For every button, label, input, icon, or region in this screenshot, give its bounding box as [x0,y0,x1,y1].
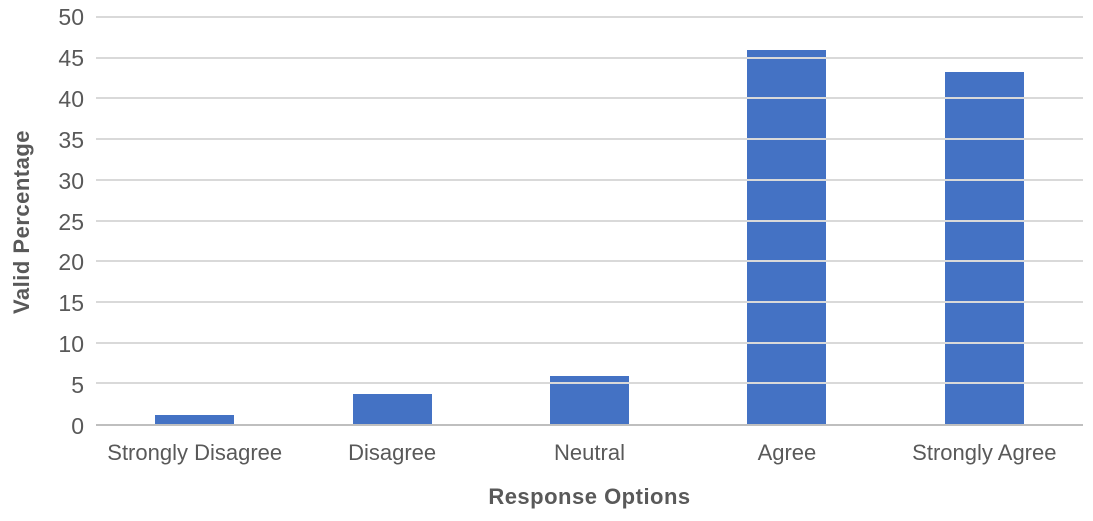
gridline [96,219,1083,222]
bar-slot [688,17,885,424]
bar-slot [886,17,1083,424]
plot-area [96,16,1083,426]
bar-slot [293,17,490,424]
y-tick-label: 30 [58,167,84,194]
x-axis-category-labels: Strongly Disagree Disagree Neutral Agree Str… [96,440,1083,466]
gridline [96,382,1083,385]
bar-strongly-disagree [155,415,235,424]
gridline [96,178,1083,181]
x-axis-title: Response Options [488,484,691,509]
x-category-label: Disagree [348,440,437,465]
bars-layer [96,17,1083,424]
y-axis-tick-labels: 0 5 10 15 20 25 30 35 40 45 50 [0,5,84,438]
gridline [96,341,1083,344]
gridline [96,300,1083,303]
y-tick-label: 20 [58,249,84,276]
y-tick-label: 25 [58,208,84,235]
gridline [96,138,1083,141]
gridline [96,97,1083,100]
y-tick-label: 10 [58,331,84,358]
x-category-label: Strongly Disagree [107,440,283,465]
bar-disagree [352,393,432,424]
gridline [96,260,1083,263]
bar-agree [747,49,827,424]
x-category-label: Strongly Agree [912,440,1057,465]
gridline [96,16,1083,18]
x-category-label: Neutral [554,440,625,465]
gridline [96,56,1083,59]
y-tick-label: 0 [71,413,84,439]
y-tick-label: 5 [71,372,84,399]
y-tick-label: 40 [58,85,84,112]
y-tick-label: 45 [58,44,84,71]
bar-slot [96,17,293,424]
y-tick-label: 35 [58,126,84,153]
bar-strongly-agree [944,71,1024,424]
y-tick-label: 50 [58,4,84,30]
x-category-label: Agree [757,440,817,465]
y-tick-label: 15 [58,290,84,317]
